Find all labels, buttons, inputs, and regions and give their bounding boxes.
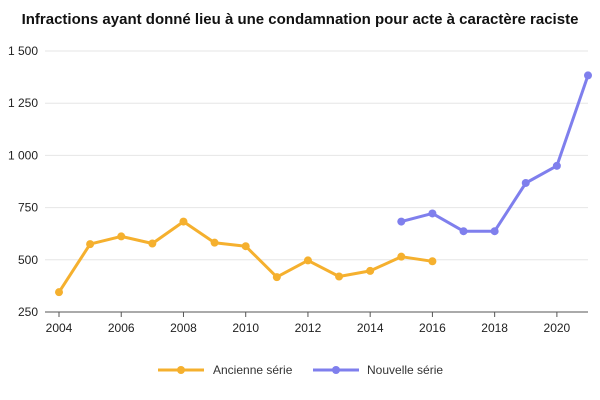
- data-point: [55, 288, 63, 297]
- chart-title: Infractions ayant donné lieu à une conda…: [21, 11, 579, 28]
- legend-marker: [177, 366, 185, 374]
- legend-label: Ancienne série: [213, 363, 293, 377]
- data-point: [397, 217, 406, 226]
- x-tick-label: 2018: [481, 321, 508, 335]
- data-point: [584, 71, 592, 80]
- x-tick-label: 2016: [419, 321, 446, 335]
- data-point: [397, 252, 406, 261]
- data-point: [366, 266, 375, 275]
- data-point: [117, 232, 126, 241]
- data-point: [272, 273, 281, 282]
- x-tick-label: 2014: [357, 321, 384, 335]
- y-tick-label: 1 500: [8, 44, 38, 58]
- data-point: [490, 227, 499, 236]
- data-point: [86, 240, 95, 249]
- y-tick-label: 1 000: [8, 148, 38, 162]
- y-tick-label: 750: [18, 201, 38, 215]
- data-point: [303, 256, 312, 265]
- data-point: [210, 238, 219, 247]
- data-point: [179, 217, 188, 226]
- data-point: [428, 257, 437, 266]
- y-tick-label: 250: [18, 305, 38, 319]
- x-tick-label: 2006: [108, 321, 135, 335]
- y-tick-label: 500: [18, 253, 38, 267]
- data-point: [552, 161, 561, 170]
- data-point: [428, 209, 437, 218]
- legend-marker: [332, 366, 340, 374]
- series-line: [57, 220, 433, 294]
- x-tick-label: 2010: [232, 321, 259, 335]
- data-point: [335, 272, 344, 281]
- data-point: [148, 239, 157, 248]
- y-tick-label: 1 250: [8, 96, 38, 110]
- legend-label: Nouvelle série: [367, 363, 443, 377]
- data-point: [241, 242, 250, 251]
- x-tick-label: 2020: [544, 321, 571, 335]
- data-point: [521, 178, 530, 187]
- x-tick-label: 2012: [295, 321, 322, 335]
- x-tick-label: 2008: [170, 321, 197, 335]
- x-tick-label: 2004: [46, 321, 73, 335]
- data-point: [459, 227, 468, 236]
